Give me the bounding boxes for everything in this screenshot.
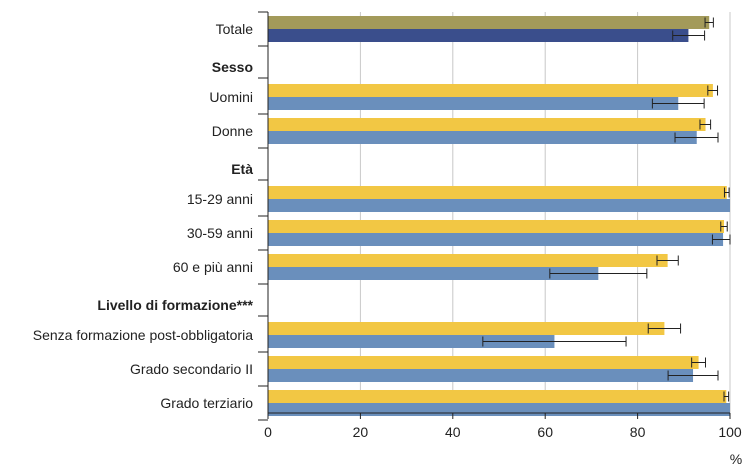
category-label: 60 e più anni [173,259,253,275]
group-header: Età [231,161,253,177]
bar-top [268,254,668,267]
bar-bottom [268,131,697,144]
category-label: Donne [212,123,253,139]
x-tick-label: 100 [718,424,742,440]
bar-bottom [268,199,730,212]
bar-top [268,118,706,131]
bar-bottom [268,369,694,382]
x-tick-label: 80 [630,424,646,440]
bar-top [268,16,710,29]
x-tick-label: 40 [445,424,461,440]
x-tick-label: 20 [353,424,369,440]
category-label: 30-59 anni [187,225,253,241]
bar-top [268,356,699,369]
group-header: Livello di formazione*** [97,297,253,313]
bar-bottom [268,403,730,416]
bar-top [268,84,713,97]
bar-bottom [268,97,679,110]
bar-top [268,322,665,335]
category-label: Uomini [209,89,253,105]
category-label: Senza formazione post-obbligatoria [33,327,253,343]
x-tick-label: 60 [537,424,553,440]
bar-top [268,390,727,403]
category-label: Grado secondario II [130,361,253,377]
bar-top [268,186,727,199]
bar-bottom [268,267,599,280]
bar-bottom [268,233,724,246]
x-tick-label: 0 [264,424,272,440]
category-label: Totale [216,21,254,37]
category-label: Grado terziario [160,395,253,411]
bar-bottom [268,29,689,42]
group-header: Sesso [212,59,253,75]
bar-top [268,220,724,233]
category-label: 15-29 anni [187,191,253,207]
x-axis-unit: % [730,451,742,466]
